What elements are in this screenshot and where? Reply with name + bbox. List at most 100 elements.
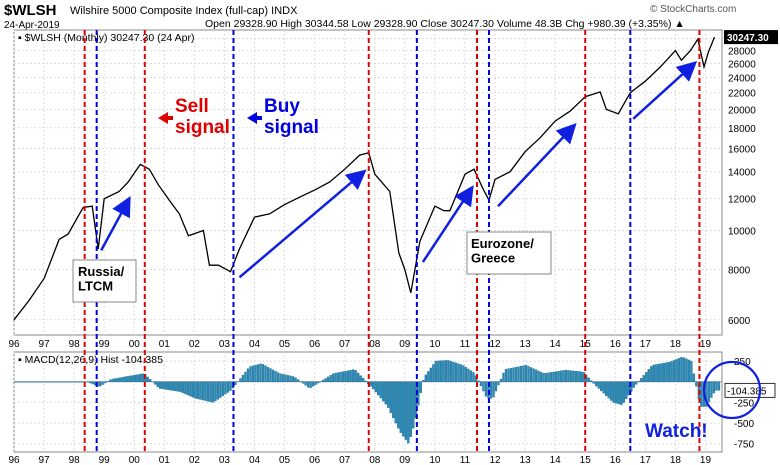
macd-hist-bar <box>439 360 443 382</box>
macd-hist-bar <box>116 377 119 382</box>
chart-date: 24-Apr-2019 <box>4 20 60 31</box>
macd-hist-bar <box>141 373 144 382</box>
macd-hist-bar <box>216 381 220 400</box>
macd-hist-bar <box>409 381 412 438</box>
macd-hist-bar <box>587 377 590 382</box>
macd-hist-bar <box>306 381 310 388</box>
macd-hist-bar <box>532 368 535 382</box>
macd-hist-bar <box>81 381 84 383</box>
macd-hist-bar <box>13 381 17 383</box>
macd-hist-bar <box>174 381 177 392</box>
macd-hist-bar <box>590 380 593 382</box>
macd-hist-bar <box>432 364 435 382</box>
macd-y-tick-label: -750 <box>734 440 754 451</box>
macd-hist-bar <box>234 381 237 386</box>
macd-hist-bar <box>534 369 538 382</box>
macd-x-tick-label: 17 <box>640 455 652 465</box>
macd-hist-bar <box>314 381 317 385</box>
macd-hist-bar <box>196 381 199 400</box>
macd-hist-bar <box>38 381 42 383</box>
macd-hist-bar <box>339 371 342 382</box>
macd-hist-bar <box>444 360 448 382</box>
macd-hist-bar <box>494 381 498 392</box>
price-last-value: 30247.30 <box>727 33 769 44</box>
macd-hist-bar <box>379 381 382 399</box>
macd-hist-bar <box>362 378 365 382</box>
macd-hist-bar <box>462 365 465 382</box>
macd-hist-bar <box>387 381 390 408</box>
eurozone-greece-box <box>466 231 552 275</box>
price-last-value-tag <box>724 30 778 45</box>
macd-hist-bar <box>700 381 703 407</box>
macd-hist-bar <box>712 381 716 394</box>
macd-hist-bar <box>41 381 44 383</box>
macd-hist-bar <box>63 381 67 383</box>
macd-hist-bar <box>66 381 69 383</box>
macd-x-tick-label: 09 <box>399 455 411 465</box>
macd-hist-bar <box>229 381 232 391</box>
macd-hist-bar <box>452 361 455 382</box>
macd-hist-bar <box>509 367 513 382</box>
macd-hist-bar <box>424 374 427 382</box>
exchange-label: INDX <box>271 5 298 17</box>
macd-hist-bar <box>665 362 668 382</box>
macd-hist-bar <box>164 381 167 390</box>
macd-hist-bar <box>91 381 94 385</box>
macd-hist-bar <box>497 381 500 386</box>
price-x-tick-label: 96 <box>8 339 20 350</box>
buy-signal-annotation-line: Buy <box>264 96 300 117</box>
macd-hist-bar <box>139 373 142 382</box>
buy-signal-annotation-line: signal <box>264 117 319 138</box>
macd-hist-bar <box>469 370 473 382</box>
macd-hist-bar <box>33 381 37 383</box>
price-y-tick-label: 26000 <box>728 60 756 71</box>
macd-hist-bar <box>595 381 598 387</box>
macd-hist-bar <box>26 381 29 383</box>
macd-hist-bar <box>18 381 22 383</box>
trend-arrow <box>421 185 474 263</box>
macd-hist-bar <box>73 381 77 383</box>
macd-x-tick-label: 06 <box>309 455 321 465</box>
macd-hist-bar <box>605 381 608 396</box>
macd-hist-bar <box>76 381 79 383</box>
macd-hist-bar <box>564 370 568 382</box>
macd-legend: ▪ MACD(12,26,9) Hist -104.385 <box>18 354 163 366</box>
macd-hist-bar <box>211 381 215 403</box>
macd-hist-bar <box>707 381 711 403</box>
price-y-tick-label: 22000 <box>728 89 756 100</box>
macd-hist-bar <box>224 381 227 395</box>
macd-hist-bar <box>46 381 49 383</box>
sell-signal-arrow-icon <box>158 112 173 124</box>
macd-hist-bar <box>507 368 510 382</box>
macd-hist-bar <box>119 377 122 382</box>
macd-hist-bar <box>672 360 676 382</box>
macd-hist-bar <box>657 363 660 382</box>
price-x-tick-label: 13 <box>520 339 532 350</box>
macd-hist-bar <box>347 370 350 382</box>
price-y-tick-label: 16000 <box>728 144 756 155</box>
macd-hist-bar <box>206 381 210 402</box>
macd-x-tick-label: 02 <box>189 455 201 465</box>
macd-hist-bar <box>251 365 255 382</box>
macd-hist-bar <box>352 369 355 382</box>
macd-hist-bar <box>572 370 575 382</box>
macd-hist-bar <box>58 381 62 383</box>
price-y-tick-label: 20000 <box>728 105 756 116</box>
macd-hist-bar <box>449 361 453 382</box>
macd-hist-bar <box>321 379 325 382</box>
macd-hist-bar <box>179 381 182 392</box>
macd-x-tick-label: 98 <box>69 455 81 465</box>
macd-hist-bar <box>402 381 405 437</box>
macd-hist-bar <box>226 381 230 393</box>
macd-hist-bar <box>28 381 32 383</box>
macd-hist-bar <box>492 381 495 398</box>
macd-x-tick-label: 15 <box>580 455 592 465</box>
russia-ltcm-box <box>72 259 137 303</box>
price-y-tick-label: 8000 <box>728 266 751 277</box>
macd-hist-bar <box>384 381 387 405</box>
macd-hist-bar <box>542 373 545 382</box>
macd-x-tick-label: 13 <box>520 455 532 465</box>
price-x-tick-label: 09 <box>399 339 411 350</box>
macd-x-tick-label: 19 <box>700 455 712 465</box>
macd-hist-bar <box>68 381 72 383</box>
